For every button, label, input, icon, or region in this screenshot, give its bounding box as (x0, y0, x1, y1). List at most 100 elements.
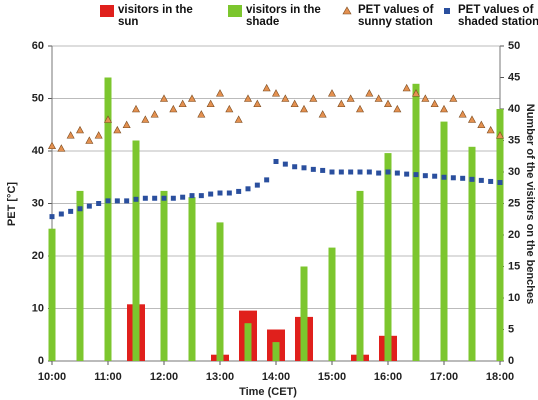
point (187, 94, 197, 102)
point (348, 169, 354, 175)
point (169, 104, 178, 113)
point (329, 169, 335, 175)
point (208, 191, 214, 197)
legend-label: visitors in the sun (118, 4, 193, 28)
point (245, 186, 251, 192)
point (460, 175, 466, 181)
point (124, 198, 130, 204)
y-tick-label: 30 (32, 197, 44, 209)
point (497, 180, 503, 185)
point (309, 94, 318, 102)
point (432, 173, 438, 179)
point (310, 166, 316, 172)
point (273, 159, 279, 164)
y-tick-label: 0 (38, 355, 44, 367)
y2-tick-label: 45 (508, 71, 520, 83)
bar (384, 153, 392, 361)
point (282, 161, 288, 167)
y2-tick-label: 35 (508, 134, 520, 146)
point (486, 125, 495, 134)
point (441, 174, 447, 180)
legend-item (228, 5, 242, 17)
legend-marker (444, 8, 450, 14)
y-tick-label: 50 (32, 92, 44, 104)
y2-tick-label: 5 (508, 323, 514, 335)
bar (496, 109, 504, 361)
bar (244, 323, 252, 361)
point (206, 99, 215, 108)
point (236, 188, 242, 194)
x-tick-label: 13:00 (206, 371, 234, 383)
point (215, 89, 225, 97)
point (430, 99, 439, 108)
point (225, 104, 234, 113)
x-tick-label: 17:00 (430, 371, 458, 383)
point (366, 169, 372, 175)
legend-marker (342, 6, 352, 15)
point (299, 104, 309, 113)
y2-tick-label: 15 (508, 260, 520, 272)
legend-label: PET values of shaded station (458, 4, 538, 28)
y2-tick-label: 25 (508, 197, 520, 209)
point (161, 195, 167, 201)
point (413, 172, 419, 178)
x-tick-label: 11:00 (94, 371, 122, 383)
point (301, 165, 307, 171)
point (180, 194, 186, 200)
bar (132, 140, 140, 361)
point (422, 173, 428, 179)
point (290, 99, 299, 108)
point (122, 120, 131, 129)
point (178, 99, 187, 108)
y-tick-label: 20 (32, 250, 44, 262)
bar (188, 197, 196, 361)
y2-tick-label: 20 (508, 229, 520, 241)
point (159, 94, 169, 102)
point (49, 214, 55, 220)
legend-label: visitors in the shade (246, 4, 321, 28)
y2-tick-label: 0 (508, 355, 514, 367)
point (355, 104, 365, 113)
bar (328, 247, 336, 361)
point (85, 136, 94, 144)
point (113, 125, 122, 134)
point (402, 83, 411, 92)
point (477, 120, 486, 129)
point (131, 104, 141, 113)
point (327, 89, 337, 97)
bar (300, 266, 308, 361)
point (198, 193, 204, 199)
y2-tick-label: 50 (508, 40, 520, 52)
bar (216, 222, 224, 361)
y2-tick-label: 30 (508, 166, 520, 178)
point (394, 170, 400, 176)
point (357, 169, 363, 175)
bar (76, 190, 84, 361)
point (197, 110, 206, 118)
point (152, 195, 158, 201)
point (478, 177, 484, 183)
point (365, 89, 374, 97)
bar (468, 146, 476, 361)
point (226, 190, 232, 196)
bar (48, 228, 56, 361)
point (469, 176, 475, 182)
point (217, 190, 223, 196)
point (383, 99, 393, 108)
y-tick-label: 10 (32, 302, 44, 314)
point (66, 131, 75, 139)
bar (412, 83, 420, 362)
point (243, 94, 253, 102)
legend-item (444, 8, 450, 14)
point (253, 99, 262, 108)
point (234, 115, 243, 123)
point (114, 198, 120, 204)
point (86, 203, 92, 209)
point (77, 206, 83, 212)
legend-item (100, 5, 114, 17)
bar (104, 77, 112, 361)
legend-marker (228, 5, 242, 17)
point (254, 182, 260, 188)
